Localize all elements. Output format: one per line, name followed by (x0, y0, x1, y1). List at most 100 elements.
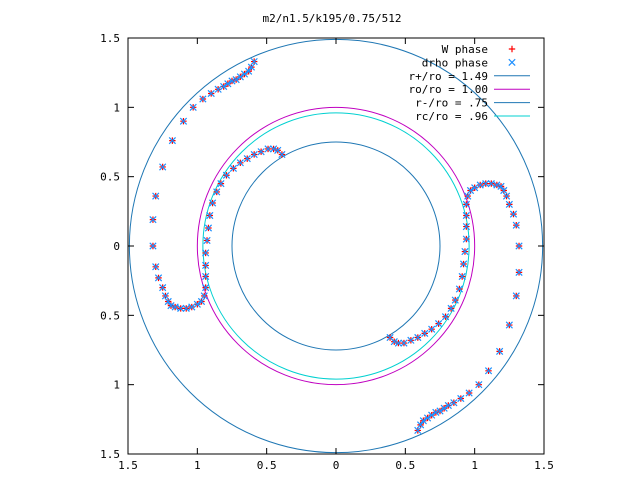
data-point (222, 171, 231, 179)
data-point (484, 367, 493, 375)
data-point (154, 274, 163, 282)
data-point (250, 57, 258, 66)
legend-label: ro/ro = 1.00 (409, 83, 488, 96)
data-point (487, 179, 495, 188)
data-point (204, 224, 213, 232)
data-point (457, 394, 465, 403)
data-point (428, 411, 436, 419)
data-point (416, 421, 425, 429)
data-point (159, 283, 167, 292)
y-tick-label: 1.5 (100, 448, 120, 461)
data-point (217, 179, 225, 188)
data-point (515, 242, 523, 250)
data-point (464, 192, 472, 200)
data-point (182, 304, 190, 313)
data-point (471, 184, 479, 192)
data-point (421, 329, 429, 337)
data-point (229, 164, 238, 172)
y-tick-label: 1.5 (100, 32, 120, 45)
data-point (400, 339, 408, 347)
data-point (459, 260, 468, 268)
data-point (496, 347, 504, 356)
data-point (236, 159, 244, 167)
data-point (164, 297, 172, 306)
data-point (512, 292, 520, 300)
data-point (414, 333, 422, 342)
data-point (202, 249, 210, 257)
data-point (500, 186, 508, 195)
data-point (502, 192, 511, 200)
data-point (202, 272, 210, 281)
data-point (257, 148, 265, 156)
y-tick-label: 0.5 (100, 309, 120, 322)
data-point (497, 182, 505, 190)
axis-ticks: 1.5 1 0.5 0 0.5 1 1.51.510.500.511.5 (100, 32, 554, 472)
data-point (152, 192, 160, 200)
y-tick-label: 1 (113, 379, 120, 392)
data-point (189, 103, 197, 111)
data-point (207, 89, 215, 98)
data-point (423, 414, 432, 422)
data-point (444, 401, 452, 410)
reference-circle-4 (202, 112, 470, 380)
data-point (177, 304, 185, 313)
y-tick-label: 0 (113, 240, 120, 253)
data-point (505, 321, 513, 329)
y-tick-label: 1 (113, 101, 120, 114)
data-point (214, 85, 222, 93)
data-point (505, 200, 513, 209)
data-point (188, 303, 196, 311)
legend-label: W phase (442, 43, 488, 56)
data-point (161, 292, 170, 300)
x-tick-label: 1 (194, 459, 201, 472)
data-point (152, 263, 160, 271)
data-point (200, 292, 208, 300)
data-point (512, 221, 520, 229)
data-point (434, 320, 443, 328)
data-point (220, 82, 228, 91)
series-2-arm-2 (149, 57, 286, 313)
data-point (462, 200, 470, 209)
data-point (414, 426, 422, 435)
data-point (179, 117, 188, 125)
y-tick-label: 0.5 (100, 171, 120, 184)
data-point (394, 339, 403, 347)
data-point (243, 155, 251, 163)
data-point (250, 150, 258, 159)
x-tick-label: 0.5 (395, 459, 415, 472)
data-point (264, 145, 272, 153)
data-point (419, 417, 427, 425)
data-point (462, 222, 470, 231)
data-point (193, 300, 201, 308)
data-point (149, 216, 157, 224)
data-point (455, 285, 464, 293)
data-point (450, 399, 458, 407)
data-point (451, 296, 459, 304)
data-point (440, 404, 448, 412)
data-point (458, 272, 466, 281)
data-point (149, 242, 157, 250)
reference-circle-2 (196, 106, 476, 386)
data-point (159, 163, 167, 171)
data-point (432, 408, 440, 417)
data-point (462, 235, 470, 243)
data-point (278, 150, 286, 159)
data-point (240, 70, 249, 78)
data-point (167, 302, 175, 310)
data-point (386, 333, 394, 342)
legend-label: r+/ro = 1.49 (409, 70, 488, 83)
chart-title: m2/n1.5/k195/0.75/512 (262, 12, 401, 25)
data-point (203, 236, 211, 245)
data-point (465, 389, 473, 397)
data-point (441, 313, 450, 321)
data-point (515, 268, 523, 276)
phase-arms (149, 57, 523, 435)
data-point (245, 67, 253, 75)
data-point (447, 304, 455, 313)
series-2-arm-1 (386, 179, 523, 435)
data-point (461, 247, 469, 256)
x-tick-label: 0 (333, 459, 340, 472)
data-point (171, 303, 179, 311)
data-point (228, 77, 236, 85)
